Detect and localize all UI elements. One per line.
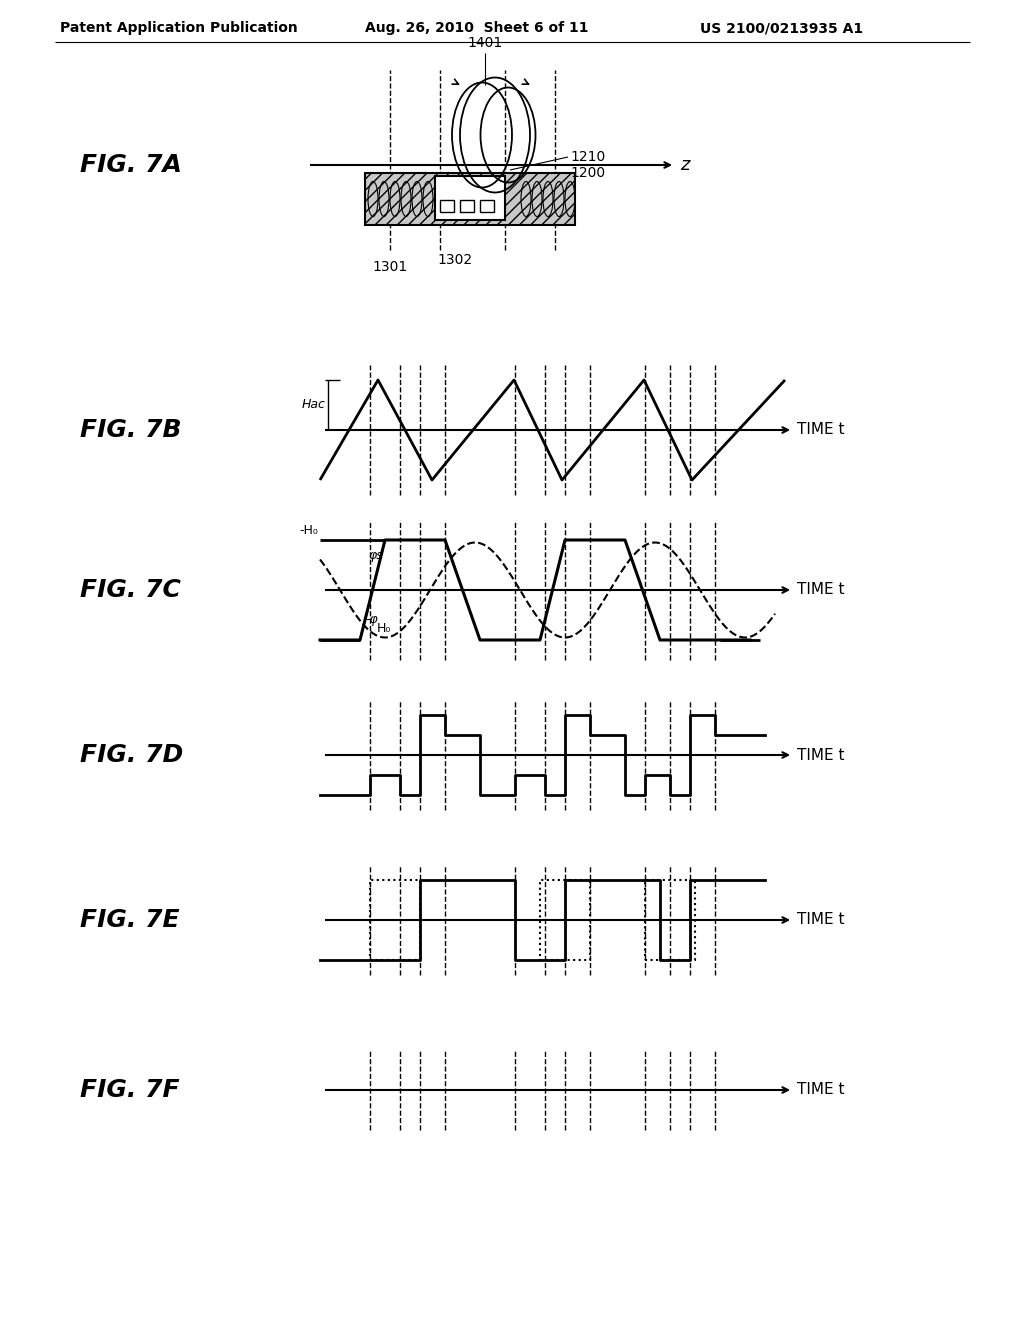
Bar bbox=[480, 201, 494, 213]
Text: 1301: 1301 bbox=[373, 260, 408, 275]
Bar bbox=[540, 880, 590, 960]
Bar bbox=[365, 173, 575, 224]
Text: 1200: 1200 bbox=[570, 166, 605, 180]
Text: TIME t: TIME t bbox=[797, 747, 845, 763]
Text: FIG. 7B: FIG. 7B bbox=[80, 418, 181, 442]
Text: H₀: H₀ bbox=[377, 623, 391, 635]
Bar bbox=[460, 201, 474, 213]
Bar bbox=[645, 880, 695, 960]
Text: TIME t: TIME t bbox=[797, 422, 845, 437]
Text: TIME t: TIME t bbox=[797, 1082, 845, 1097]
Text: 1210: 1210 bbox=[570, 150, 605, 164]
Bar bbox=[435, 176, 505, 220]
Text: TIME t: TIME t bbox=[797, 912, 845, 928]
Text: 1302: 1302 bbox=[437, 253, 472, 267]
Text: FIG. 7D: FIG. 7D bbox=[80, 743, 183, 767]
Text: Aug. 26, 2010  Sheet 6 of 11: Aug. 26, 2010 Sheet 6 of 11 bbox=[365, 21, 589, 36]
Text: FIG. 7A: FIG. 7A bbox=[80, 153, 182, 177]
Text: US 2100/0213935 A1: US 2100/0213935 A1 bbox=[700, 21, 863, 36]
Text: FIG. 7F: FIG. 7F bbox=[80, 1078, 179, 1102]
Bar bbox=[440, 201, 454, 213]
Text: -H₀: -H₀ bbox=[299, 524, 318, 537]
Bar bbox=[370, 880, 420, 960]
Text: Patent Application Publication: Patent Application Publication bbox=[60, 21, 298, 36]
Text: 1401: 1401 bbox=[467, 36, 503, 50]
Text: φs: φs bbox=[368, 549, 383, 561]
Text: FIG. 7C: FIG. 7C bbox=[80, 578, 181, 602]
Text: FIG. 7E: FIG. 7E bbox=[80, 908, 179, 932]
Text: Hac: Hac bbox=[302, 399, 326, 412]
Text: TIME t: TIME t bbox=[797, 582, 845, 598]
Text: -φ: -φ bbox=[365, 614, 378, 627]
Text: z: z bbox=[680, 156, 689, 174]
